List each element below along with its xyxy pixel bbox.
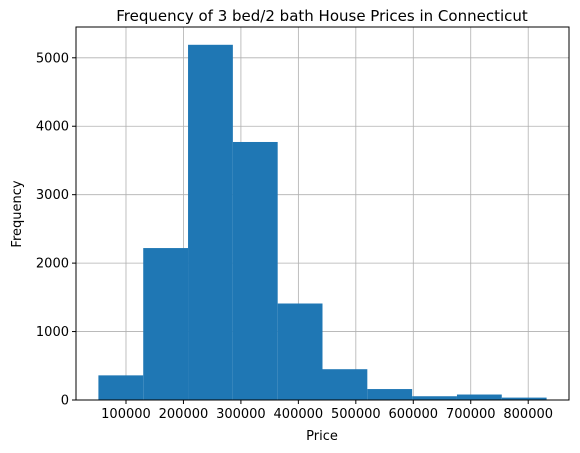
histogram-bar-4 — [277, 303, 323, 400]
x-tick-label-2: 300000 — [216, 407, 266, 422]
y-tick-label-5: 5000 — [36, 51, 69, 66]
x-tick-label-7: 800000 — [503, 407, 553, 422]
plot-frame — [75, 26, 570, 401]
histogram-bar-3 — [232, 141, 278, 401]
x-tick-label-6: 700000 — [446, 407, 496, 422]
histogram-bar-5 — [322, 369, 368, 400]
x-tick-label-5: 600000 — [388, 407, 438, 422]
histogram-bar-1 — [143, 248, 189, 400]
x-tick-label-4: 500000 — [331, 407, 381, 422]
histogram-bar-7 — [412, 396, 457, 400]
y-tick-label-3: 3000 — [36, 188, 69, 203]
bars-layer — [98, 44, 547, 401]
histogram-bar-2 — [188, 44, 233, 400]
x-axis-label: Price — [306, 429, 338, 444]
ticks-layer: 100000 200000 300000 400000 500000 600000 7000… — [36, 51, 553, 422]
y-tick-label-4: 4000 — [36, 120, 69, 135]
y-tick-label-2: 2000 — [36, 257, 69, 272]
histogram-bar-0 — [98, 375, 144, 400]
histogram-bar-8 — [456, 394, 502, 400]
y-tick-label-0: 0 — [61, 394, 69, 409]
chart-title: Frequency of 3 bed/2 bath House Prices i… — [116, 7, 528, 25]
x-tick-label-0: 100000 — [101, 407, 151, 422]
x-tick-label-1: 200000 — [159, 407, 209, 422]
x-tick-label-3: 400000 — [274, 407, 324, 422]
histogram-bar-9 — [501, 397, 547, 400]
y-axis-label: Frequency — [10, 180, 25, 247]
histogram-bar-6 — [367, 389, 413, 400]
y-tick-label-1: 1000 — [36, 325, 69, 340]
